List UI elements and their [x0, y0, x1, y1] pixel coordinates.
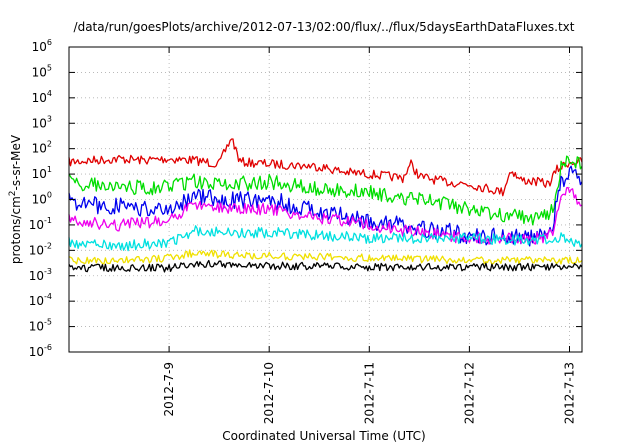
y-tick-label-exponent: 0	[47, 191, 52, 200]
y-tick-label: 102	[32, 140, 52, 156]
grid-lines	[69, 47, 582, 352]
y-tick-label-base: 10	[32, 91, 47, 105]
y-tick-label-exponent: -1	[44, 216, 52, 225]
x-tick-label: 2012-7-12	[462, 362, 476, 424]
y-tick-label-base: 10	[32, 193, 47, 207]
y-tick-label-exponent: 4	[47, 89, 52, 98]
flux-series-7	[68, 259, 583, 273]
x-tick-label: 2012-7-10	[262, 362, 276, 424]
flux-series-5	[68, 225, 583, 252]
y-tick-label-base: 10	[32, 116, 47, 130]
y-tick-label: 104	[32, 89, 52, 105]
y-tick-label: 101	[32, 165, 52, 181]
flux-series-1	[68, 138, 583, 197]
y-axis-label-base: protons/cm	[9, 196, 23, 264]
y-tick-label-base: 10	[32, 167, 47, 181]
y-tick-label: 10-4	[29, 292, 52, 308]
y-tick-label: 10-1	[29, 216, 52, 232]
flux-series-2	[68, 155, 583, 226]
y-axis-label-sup: 2	[8, 191, 18, 197]
y-tick-label-exponent: 6	[47, 38, 52, 47]
y-tick-label-exponent: -2	[44, 241, 52, 250]
y-tick-label: 106	[32, 38, 52, 54]
y-tick-label-exponent: -4	[44, 292, 52, 301]
x-tick-label: 2012-7-13	[562, 362, 576, 424]
y-tick-label-exponent: 3	[47, 114, 52, 123]
y-tick-label-exponent: 5	[47, 63, 52, 72]
flux-series-6	[68, 249, 583, 265]
y-tick-label: 10-5	[29, 318, 52, 334]
y-tick-label-base: 10	[29, 320, 44, 334]
y-axis-label: protons/cm2-s-sr-MeV	[8, 134, 23, 264]
y-tick-label: 100	[32, 191, 52, 207]
x-axis-label: Coordinated Universal Time (UTC)	[222, 429, 425, 443]
y-axis-label-rest: -s-sr-MeV	[9, 134, 23, 190]
y-tick-label: 10-3	[29, 267, 52, 283]
y-tick-label-base: 10	[29, 243, 44, 257]
y-tick-label: 105	[32, 63, 52, 79]
y-tick-label-base: 10	[29, 294, 44, 308]
chart-title: /data/run/goesPlots/archive/2012-07-13/0…	[74, 20, 575, 34]
series-group	[68, 138, 583, 273]
flux-series-3	[68, 165, 583, 247]
y-tick-label-base: 10	[32, 142, 47, 156]
y-tick-label-base: 10	[32, 40, 47, 54]
y-tick-label: 103	[32, 114, 52, 130]
x-tick-label: 2012-7-11	[362, 362, 376, 424]
y-tick-label-exponent: 2	[47, 140, 52, 149]
x-axis-ticks: 2012-7-9 2012-7-10 2012-7-11 2012-7-12 2012-…	[162, 47, 576, 424]
y-tick-label: 10-2	[29, 241, 52, 257]
y-tick-label-exponent: -5	[44, 318, 52, 327]
y-tick-label-base: 10	[29, 218, 44, 232]
y-tick-label-exponent: -3	[44, 267, 52, 276]
y-tick-label-base: 10	[32, 65, 47, 79]
y-tick-label-base: 10	[29, 269, 44, 283]
y-tick-label: 10-6	[29, 343, 52, 359]
y-tick-label-exponent: -6	[44, 343, 52, 352]
y-axis-ticks: 10610510410310210110010-110-210-310-410-…	[29, 38, 582, 359]
y-tick-label-base: 10	[29, 345, 44, 359]
y-tick-label-exponent: 1	[47, 165, 52, 174]
x-tick-label: 2012-7-9	[162, 362, 176, 416]
